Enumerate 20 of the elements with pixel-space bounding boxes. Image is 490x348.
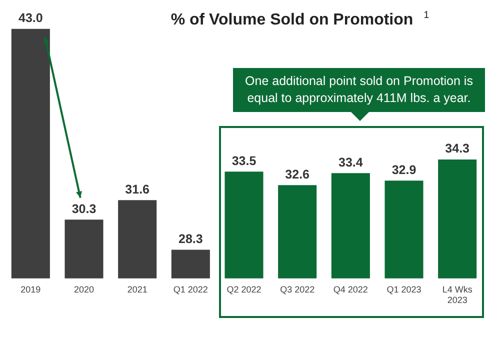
chart-title: % of Volume Sold on Promotion $^{1}$: [170, 10, 430, 30]
data-label: 32.6: [285, 167, 310, 182]
x-tick-label: Q3 2022: [280, 284, 315, 294]
x-tick-label: L4 Wks 2023: [442, 284, 473, 306]
data-label: 43.0: [18, 11, 43, 26]
x-tick-label: Q2 2022: [226, 284, 262, 294]
annotation: One additional point sold on Promotion is equal to approximately 411M lbs. a year.: [233, 68, 485, 112]
data-label: 32.9: [392, 162, 416, 177]
x-tick-label: Q1 2022: [173, 284, 208, 294]
x-tick-label: 2020: [74, 284, 94, 294]
data-label: 34.3: [445, 142, 470, 156]
x-tick-label: 2021: [127, 284, 148, 294]
data-label: 33.4: [338, 155, 363, 170]
data-label: 31.6: [125, 182, 150, 196]
data-label: 28.3: [178, 232, 203, 246]
data-label: 33.5: [232, 154, 256, 168]
x-tick-label: Q4 2022: [333, 284, 368, 294]
x-tick-label: 2019: [20, 284, 41, 294]
data-label: 30.3: [72, 202, 96, 216]
x-tick-label: Q1 2023: [386, 284, 422, 294]
